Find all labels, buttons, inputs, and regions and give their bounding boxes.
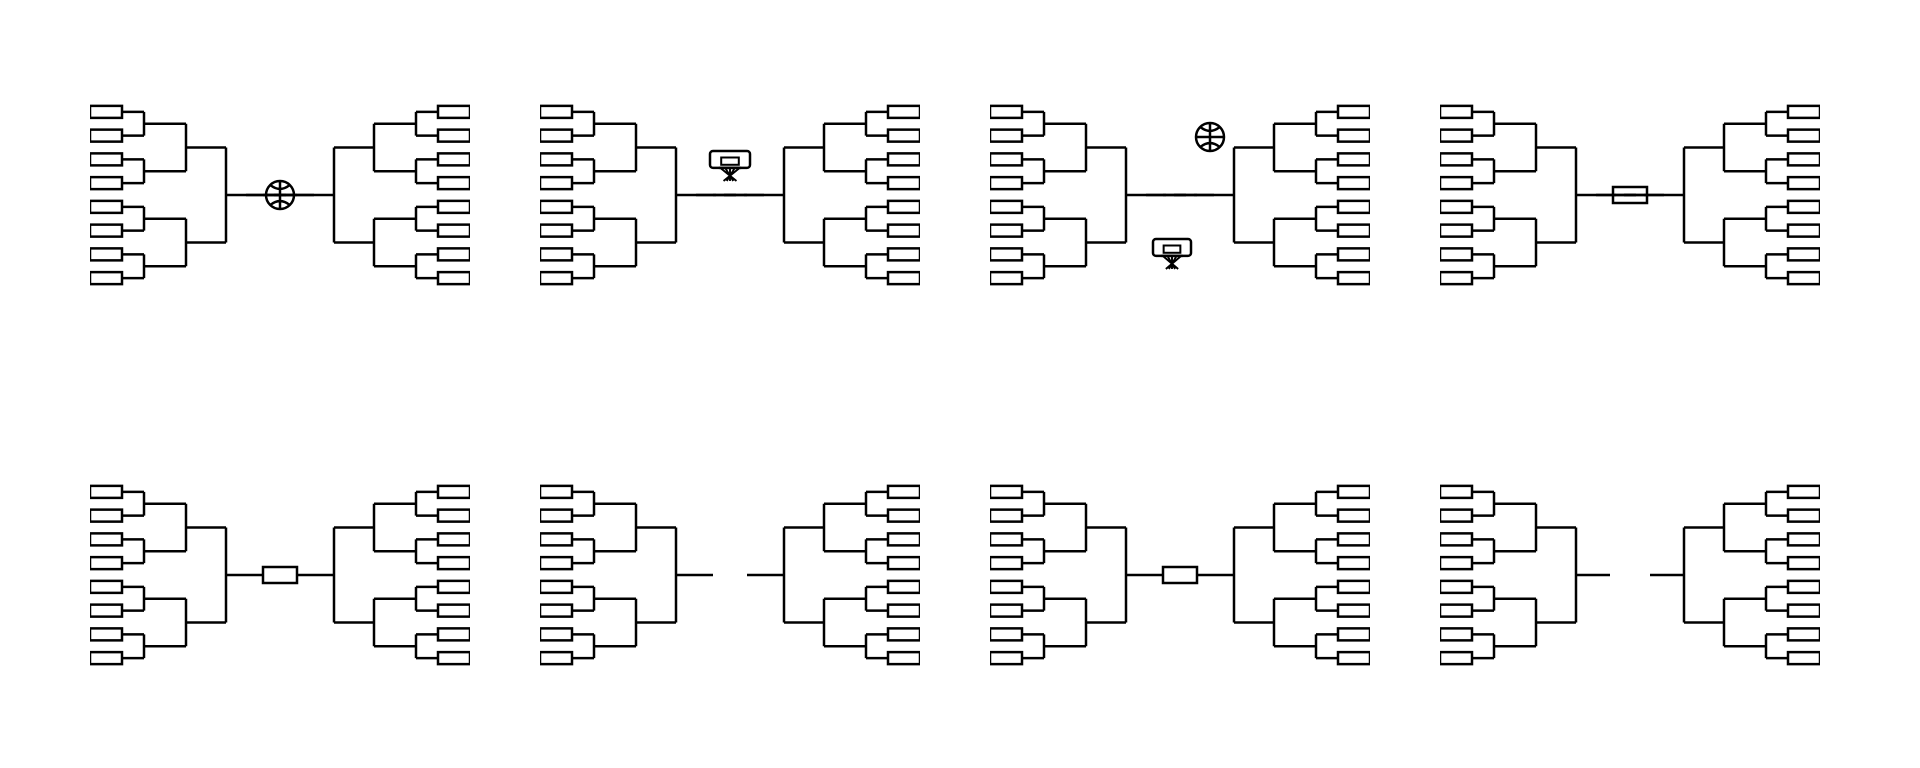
bracket-4: [90, 460, 470, 690]
bracket-3: [1440, 80, 1820, 310]
bracket-2: [990, 80, 1370, 310]
bracket-6: [990, 460, 1370, 690]
bracket-5: [540, 460, 920, 690]
bracket-1: [540, 80, 920, 310]
bracket-7: [1440, 460, 1820, 690]
bracket-grid: [0, 0, 1920, 768]
bracket-0: [90, 80, 470, 310]
